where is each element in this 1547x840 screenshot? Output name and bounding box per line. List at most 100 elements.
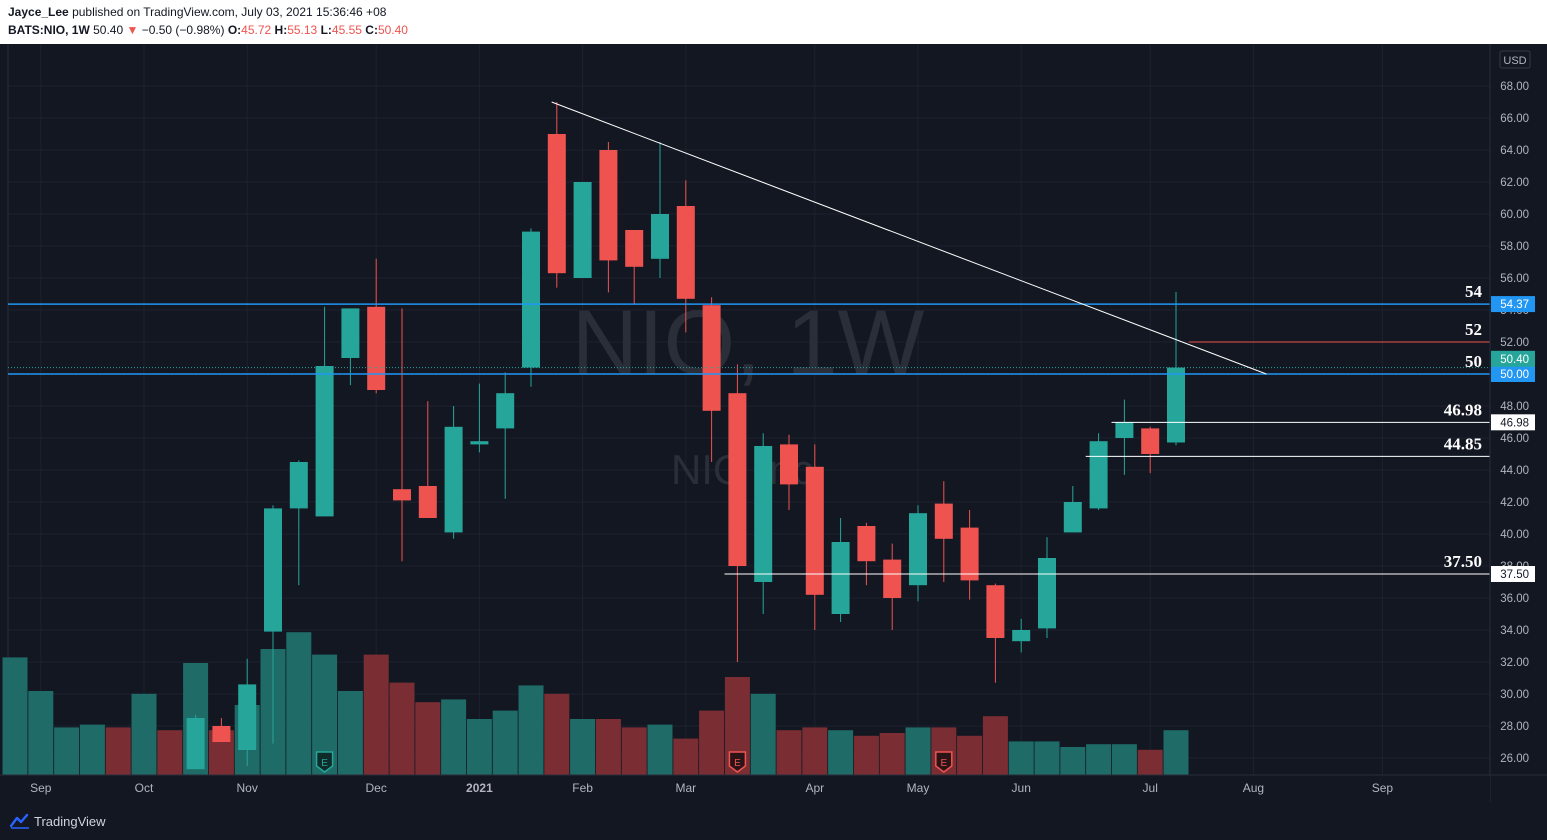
chart-background [0, 44, 1547, 802]
last-price: 50.40 [93, 23, 124, 37]
volume-bar [389, 682, 415, 775]
symbol-label: BATS:NIO, 1W [8, 23, 90, 37]
candle-body[interactable] [728, 393, 747, 566]
candle-body[interactable] [1012, 630, 1031, 642]
candle-body[interactable] [547, 134, 566, 274]
candle-body[interactable] [573, 182, 592, 278]
publish-header: Jayce_Lee published on TradingView.com, … [0, 0, 1547, 44]
close-value: 50.40 [377, 23, 408, 37]
candle-body[interactable] [1167, 367, 1185, 443]
candle-body[interactable] [909, 513, 927, 586]
volume-bar [1034, 741, 1060, 775]
price-tick-label: 36.00 [1500, 593, 1529, 605]
candle-body[interactable] [186, 718, 205, 770]
volume-bar [157, 730, 183, 775]
volume-bar [1137, 749, 1163, 775]
candle-body[interactable] [883, 559, 902, 598]
trendline[interactable] [551, 101, 1267, 375]
brand-name[interactable]: TradingView [34, 814, 106, 829]
price-tick-label: 32.00 [1500, 657, 1529, 669]
price-tag-50: 50.00 [1500, 369, 1529, 381]
earnings-marker[interactable]: E [935, 751, 953, 773]
volume-bar [1111, 744, 1137, 775]
time-tick-label: Apr [805, 781, 824, 795]
watermark: NIO, 1W NIO Inc. [572, 292, 925, 493]
candle-body[interactable] [212, 726, 231, 742]
candle-body[interactable] [315, 366, 334, 517]
currency-label: USD [1503, 55, 1526, 67]
candle-body[interactable] [831, 542, 850, 614]
candle-body[interactable] [934, 503, 953, 539]
candle-body[interactable] [238, 684, 257, 750]
volume-bar [54, 727, 80, 775]
last-price-tag-bg [1491, 350, 1535, 367]
resistance-trendline[interactable] [551, 101, 1267, 375]
candle-body[interactable] [1089, 441, 1108, 509]
earnings-letter: E [940, 758, 947, 769]
price-chart[interactable]: NIO, 1W NIO Inc. 54 50 52 46.98 44.85 37.50 E… [0, 44, 1547, 802]
volume-bar [853, 735, 879, 775]
author-name[interactable]: Jayce_Lee [8, 5, 69, 19]
price-tick-label: 60.00 [1500, 209, 1529, 221]
candle-body[interactable] [470, 441, 489, 445]
price-tag-46.98: 46.98 [1500, 417, 1529, 429]
high-label: H: [274, 23, 288, 37]
price-axis[interactable]: USD26.0028.0030.0032.0034.0036.0038.0040… [1489, 44, 1547, 802]
volume-bar [1060, 747, 1086, 775]
volume-bar [750, 693, 776, 775]
watermark-title: NIO, 1W [572, 292, 925, 394]
price-tick-label: 48.00 [1500, 401, 1529, 413]
earnings-marker[interactable]: E [728, 751, 747, 773]
volume-bar [570, 719, 596, 775]
volume-bar [1086, 744, 1112, 775]
candle-body[interactable] [1038, 558, 1056, 629]
candle-body[interactable] [1115, 422, 1134, 438]
high-value: 55.13 [287, 23, 318, 37]
price-tick-label: 46.00 [1500, 433, 1529, 445]
price-tick-label: 40.00 [1500, 529, 1529, 541]
volume-bar [828, 730, 854, 775]
candle-body[interactable] [367, 306, 386, 390]
candle-body[interactable] [805, 466, 824, 595]
candle-body[interactable] [780, 444, 798, 485]
level-label-52: 52 [1465, 320, 1482, 339]
volume-bar [131, 693, 157, 775]
volume-bar [1008, 741, 1034, 775]
volume-bar [802, 727, 828, 775]
candle-body[interactable] [264, 508, 282, 632]
candle-body[interactable] [289, 462, 308, 509]
candle-body[interactable] [1063, 502, 1082, 533]
candle-body[interactable] [754, 446, 773, 582]
time-tick-label: Oct [135, 781, 154, 795]
candle-body[interactable] [444, 426, 463, 533]
candle-body[interactable] [418, 486, 437, 518]
candle-body[interactable] [522, 231, 540, 368]
candle-body[interactable] [702, 305, 721, 411]
price-tick-label: 42.00 [1500, 497, 1529, 509]
candle-body[interactable] [986, 585, 1005, 638]
symbol-info: BATS:NIO, 1W 50.40 ▼ −0.50 (−0.98%) O:45… [8, 23, 408, 37]
currency-badge[interactable] [1499, 50, 1531, 69]
time-axis[interactable]: Sep Oct Nov Dec 2021 Feb Mar Apr May Jun Jul Aug Sep [0, 774, 1547, 802]
candle-body[interactable] [676, 206, 695, 299]
earnings-icon [728, 751, 747, 773]
level-label-44.85: 44.85 [1444, 434, 1482, 453]
price-tag-54: 54.37 [1500, 299, 1529, 311]
earnings-letter: E [734, 758, 741, 769]
candle-body[interactable] [651, 214, 669, 259]
candle-body[interactable] [496, 393, 515, 429]
candle-body[interactable] [341, 308, 360, 358]
candle-body[interactable] [599, 150, 618, 261]
level-label-37.50: 37.50 [1444, 552, 1482, 571]
candle-body[interactable] [1141, 428, 1160, 454]
candle-body[interactable] [960, 527, 979, 581]
earnings-letter: E [321, 758, 328, 769]
volume-bar [337, 691, 363, 775]
price-tick-label: 66.00 [1500, 113, 1529, 125]
candle-body[interactable] [393, 489, 411, 501]
candle-body[interactable] [625, 230, 644, 267]
earnings-marker[interactable]: E [315, 751, 334, 773]
candle-body[interactable] [857, 526, 876, 562]
volume-bar [647, 724, 673, 775]
